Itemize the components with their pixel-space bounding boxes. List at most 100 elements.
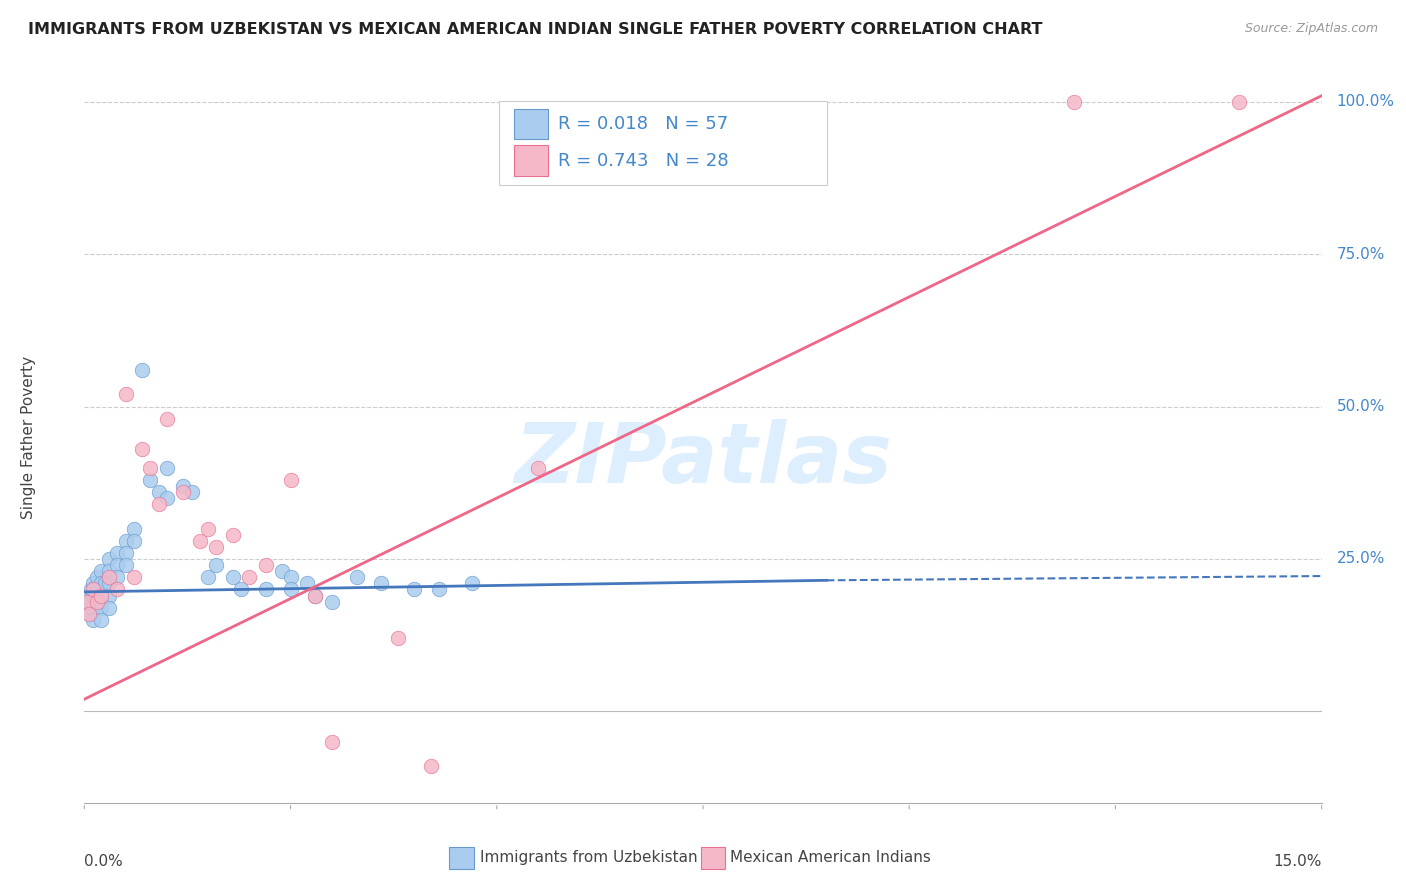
Point	[82, 600, 104, 615]
Text: Immigrants from Uzbekistan: Immigrants from Uzbekistan	[481, 850, 697, 865]
FancyBboxPatch shape	[499, 101, 827, 185]
Point	[172, 479, 194, 493]
Point	[321, 594, 343, 608]
Point	[205, 558, 228, 573]
Point	[295, 576, 318, 591]
Point	[105, 558, 128, 573]
Point	[1227, 95, 1250, 109]
Point	[114, 387, 136, 401]
Point	[238, 570, 260, 584]
Point	[80, 582, 103, 597]
Point	[461, 576, 484, 591]
Text: 75.0%: 75.0%	[1337, 247, 1385, 261]
Text: Single Father Poverty: Single Father Poverty	[21, 356, 37, 518]
Point	[105, 582, 128, 597]
Point	[114, 533, 136, 548]
Point	[527, 460, 550, 475]
Point	[188, 533, 211, 548]
Point	[79, 607, 101, 621]
Point	[387, 632, 409, 646]
FancyBboxPatch shape	[513, 109, 548, 139]
Point	[122, 570, 145, 584]
Text: 50.0%: 50.0%	[1337, 399, 1385, 414]
Point	[280, 570, 302, 584]
Point	[114, 546, 136, 560]
Point	[90, 613, 112, 627]
Point	[98, 576, 121, 591]
Point	[86, 570, 108, 584]
Point	[229, 582, 252, 597]
Point	[94, 576, 117, 591]
Point	[82, 576, 104, 591]
Point	[82, 582, 104, 597]
Text: 15.0%: 15.0%	[1274, 854, 1322, 869]
Point	[304, 589, 326, 603]
Point	[254, 558, 277, 573]
Point	[76, 594, 98, 608]
Point	[148, 497, 170, 511]
Point	[197, 570, 219, 584]
Point	[105, 570, 128, 584]
Point	[280, 473, 302, 487]
Point	[122, 521, 145, 535]
Point	[1063, 95, 1085, 109]
Point	[90, 564, 112, 578]
Point	[86, 594, 108, 608]
Point	[148, 485, 170, 500]
Point	[90, 589, 112, 603]
Point	[122, 533, 145, 548]
Point	[82, 613, 104, 627]
Point	[156, 412, 179, 426]
FancyBboxPatch shape	[513, 145, 548, 176]
FancyBboxPatch shape	[450, 847, 474, 869]
Point	[139, 460, 162, 475]
Point	[370, 576, 392, 591]
Point	[346, 570, 368, 584]
Point	[254, 582, 277, 597]
Point	[83, 582, 105, 597]
Text: 100.0%: 100.0%	[1337, 95, 1395, 110]
Point	[86, 594, 108, 608]
Point	[304, 589, 326, 603]
Text: 25.0%: 25.0%	[1337, 551, 1385, 566]
Point	[222, 570, 245, 584]
Point	[114, 558, 136, 573]
Point	[404, 582, 426, 597]
Point	[427, 582, 450, 597]
Text: ZIPatlas: ZIPatlas	[515, 418, 891, 500]
FancyBboxPatch shape	[700, 847, 725, 869]
Point	[98, 570, 121, 584]
Text: 0.0%: 0.0%	[84, 854, 124, 869]
Text: R = 0.018   N = 57: R = 0.018 N = 57	[558, 115, 728, 133]
Point	[82, 589, 104, 603]
Point	[205, 540, 228, 554]
Point	[98, 564, 121, 578]
Text: IMMIGRANTS FROM UZBEKISTAN VS MEXICAN AMERICAN INDIAN SINGLE FATHER POVERTY CORR: IMMIGRANTS FROM UZBEKISTAN VS MEXICAN AM…	[28, 22, 1043, 37]
Point	[79, 594, 101, 608]
Point	[280, 582, 302, 597]
Point	[139, 473, 162, 487]
Point	[156, 460, 179, 475]
Point	[98, 589, 121, 603]
Point	[105, 546, 128, 560]
Point	[419, 759, 441, 773]
Point	[156, 491, 179, 505]
Point	[76, 594, 98, 608]
Point	[98, 552, 121, 566]
Text: R = 0.743   N = 28: R = 0.743 N = 28	[558, 152, 728, 169]
Point	[98, 600, 121, 615]
Point	[197, 521, 219, 535]
Text: Mexican American Indians: Mexican American Indians	[730, 850, 931, 865]
Point	[90, 589, 112, 603]
Point	[86, 582, 108, 597]
Point	[77, 589, 100, 603]
Text: Source: ZipAtlas.com: Source: ZipAtlas.com	[1244, 22, 1378, 36]
Point	[180, 485, 202, 500]
Point	[84, 589, 107, 603]
Point	[90, 576, 112, 591]
Point	[79, 607, 101, 621]
Point	[271, 564, 294, 578]
Point	[172, 485, 194, 500]
Point	[131, 363, 153, 377]
Point	[90, 600, 112, 615]
